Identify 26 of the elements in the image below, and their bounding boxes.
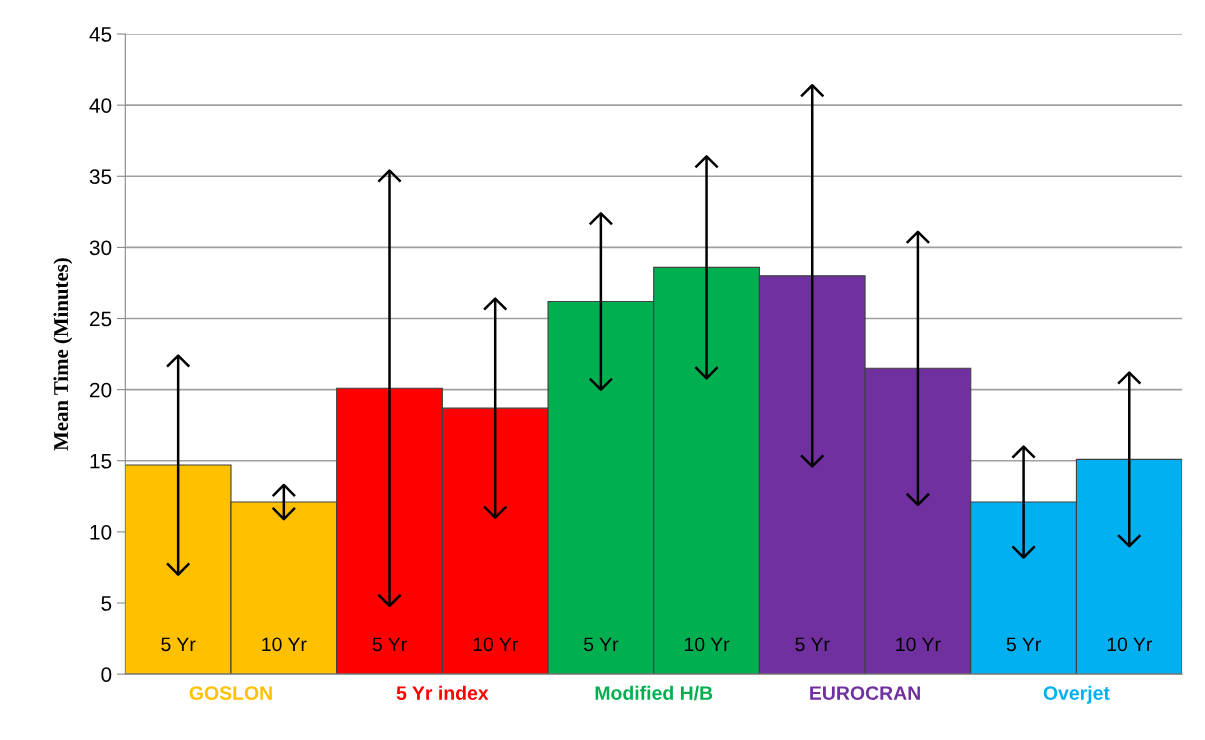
y-tick-label: 45: [89, 27, 112, 42]
y-tick-label: 15: [90, 453, 112, 469]
x-tick-label: 10 Yr: [262, 637, 307, 652]
x-tick-label: 10 Yr: [1107, 637, 1153, 652]
y-tick-label: 20: [90, 382, 112, 398]
y-tick-label: 5: [101, 596, 112, 611]
y-tick-label: 30: [89, 240, 112, 256]
x-tick-label: 10 Yr: [684, 637, 730, 652]
x-tick-label: 5 Yr: [795, 637, 830, 652]
series-label: Overjet: [1043, 685, 1110, 704]
y-tick-label: 0: [101, 667, 112, 682]
series-label: EUROCRAN: [810, 686, 920, 700]
y-axis-title: Mean Time (Minutes): [53, 258, 73, 451]
x-tick-label: 10 Yr: [896, 637, 941, 652]
series-label: 5 Yr index: [396, 685, 489, 700]
x-tick-label: 10 Yr: [473, 637, 518, 652]
series-label: Modified H/B: [595, 685, 713, 701]
y-tick-label: 25: [90, 311, 112, 327]
x-tick-label: 5 Yr: [372, 637, 407, 652]
y-tick-label: 40: [89, 98, 112, 113]
x-tick-label: 5 Yr: [161, 637, 196, 652]
series-label: GOSLON: [189, 686, 272, 700]
x-tick-label: 5 Yr: [583, 637, 619, 652]
y-tick-label: 10: [90, 524, 112, 540]
y-tick-label: 35: [89, 169, 112, 185]
x-tick-label: 5 Yr: [1006, 637, 1041, 652]
